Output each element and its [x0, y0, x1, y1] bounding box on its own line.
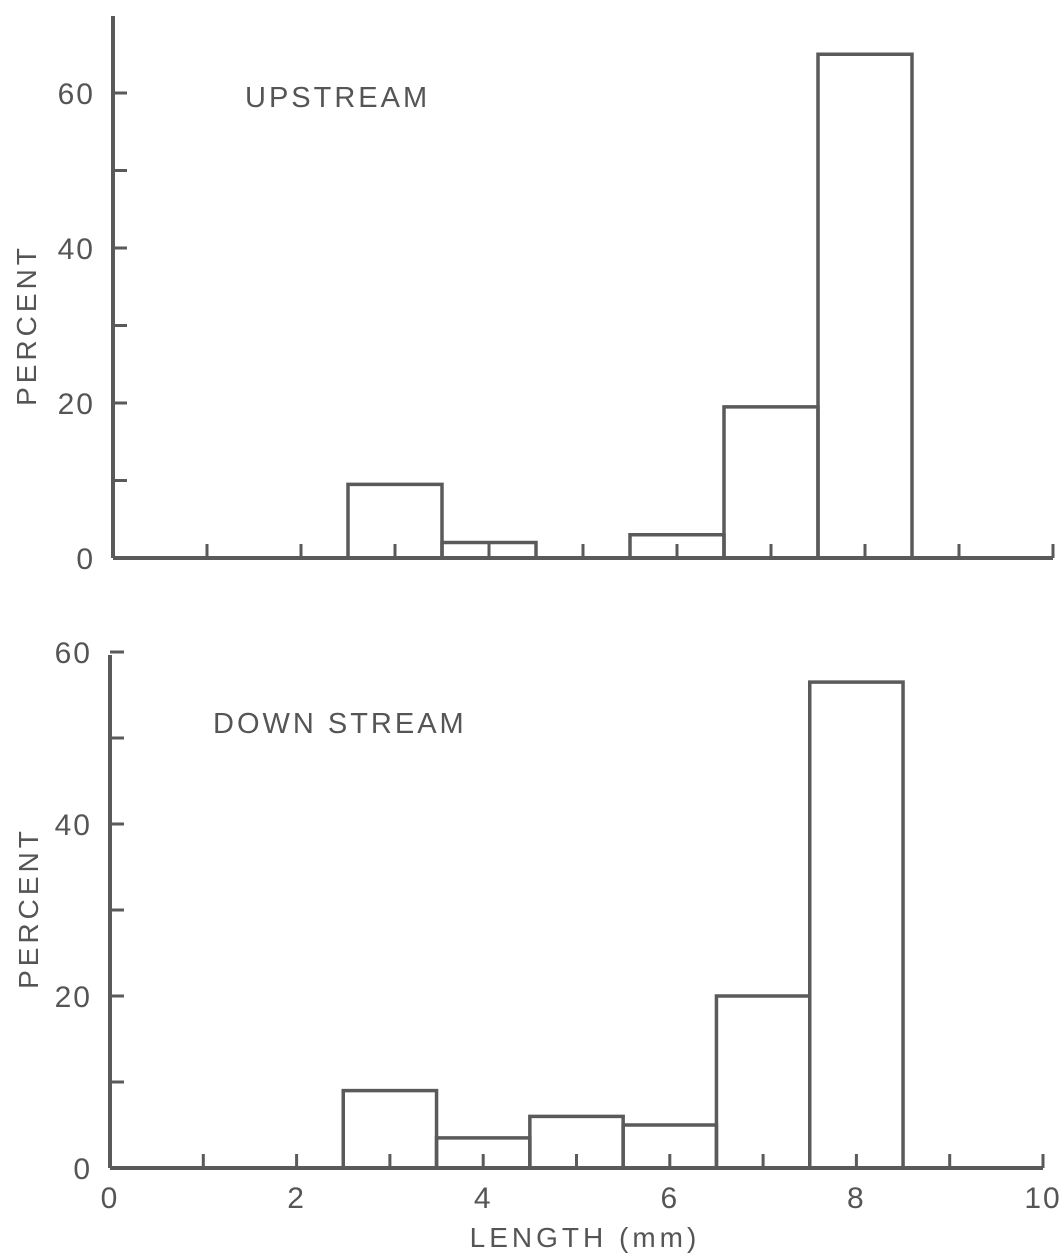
- y-axis-title: PERCENT: [13, 827, 44, 989]
- y-tick-label: 40: [55, 809, 92, 842]
- y-tick-label: 40: [58, 233, 95, 266]
- histogram-bar: [722, 405, 820, 560]
- downstream-panel: 0 20 40 60 0 2 4 6 8 10 DOWN STREAM PERCENT LENGTH (…: [13, 637, 1061, 1253]
- y-tick-label: 0: [76, 543, 95, 576]
- y-tick-label: 20: [55, 981, 92, 1014]
- x-tick-label: 10: [1024, 1182, 1061, 1215]
- histogram-bar: [714, 994, 812, 1170]
- y-axis-title: PERCENT: [11, 244, 42, 406]
- panel-title: DOWN STREAM: [213, 708, 467, 740]
- x-tick-label: 8: [847, 1182, 866, 1215]
- y-tick-label: 0: [73, 1153, 92, 1186]
- upstream-panel: 0 20 40 60 UPSTREAM PERCENT: [11, 16, 1055, 576]
- x-axis-title: LENGTH (mm): [470, 1222, 701, 1253]
- histogram-bar: [341, 1088, 439, 1170]
- histogram-bar: [816, 52, 914, 560]
- panel-title: UPSTREAM: [245, 82, 430, 114]
- histogram-bar: [808, 680, 905, 1170]
- y-tick-label: 60: [55, 637, 92, 670]
- y-tick-label: 20: [58, 388, 95, 421]
- x-tick-label: 4: [474, 1182, 493, 1215]
- histogram-bar: [346, 482, 444, 560]
- x-tick-label: 0: [101, 1182, 120, 1215]
- histogram-bar: [440, 540, 538, 560]
- x-tick-label: 2: [287, 1182, 306, 1215]
- y-tick-label: 60: [58, 78, 95, 111]
- x-tick-label: 6: [660, 1182, 679, 1215]
